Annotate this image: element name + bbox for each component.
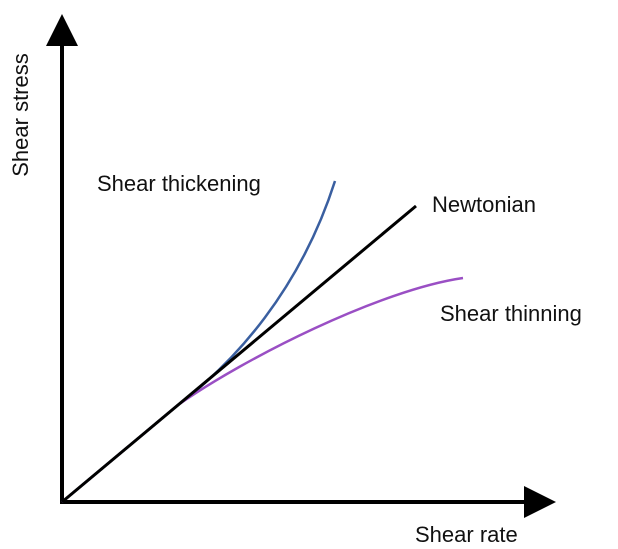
curve-label: Newtonian [432,192,536,217]
y-axis-label: Shear stress [8,53,33,177]
thinning-curve [61,276,464,503]
thickening-curve [61,180,337,503]
curve-label: Shear thickening [97,171,261,196]
curve-label: Shear thinning [440,301,582,326]
newtonian-line [61,204,417,504]
x-axis-label: Shear rate [415,522,518,547]
